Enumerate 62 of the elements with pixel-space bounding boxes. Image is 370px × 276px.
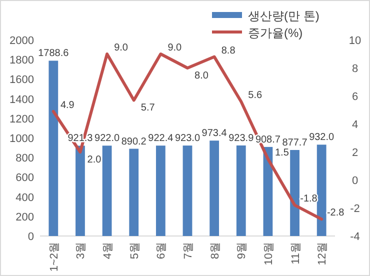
x-tick-label: 11월	[290, 242, 302, 264]
y2-tick-label: 8	[352, 63, 358, 75]
data-label: 8.0	[194, 70, 209, 82]
y2-tick-label: -4	[350, 231, 360, 243]
bar	[290, 150, 300, 236]
data-label: 922.0	[94, 133, 120, 144]
x-tick-label: 6월	[156, 242, 168, 260]
legend-label: 증가율(%)	[248, 26, 303, 40]
legend-label: 생산량(만 톤)	[248, 9, 320, 23]
bar	[76, 146, 85, 236]
data-label: 922.4	[148, 133, 174, 144]
y-tick-label: 800	[16, 152, 34, 165]
bar	[210, 140, 220, 236]
x-tick-label: 8월	[209, 242, 222, 260]
y-tick-label: 1200	[10, 113, 34, 126]
data-label: 5.6	[248, 90, 263, 102]
y2-tick-label: 4	[352, 119, 358, 131]
y-tick-label: 1800	[10, 54, 34, 67]
data-label: 1.5	[275, 148, 290, 158]
x-tick-label: 5월	[128, 242, 141, 260]
y-tick-label: 1000	[10, 133, 34, 145]
y-tick-label: 600	[16, 172, 34, 184]
bar	[102, 146, 112, 236]
bar	[156, 146, 166, 236]
bar	[182, 146, 192, 236]
data-label: 923.9	[228, 132, 254, 144]
data-label: 923.0	[174, 133, 200, 144]
y-tick-label: 2000	[10, 35, 34, 47]
data-label: 8.8	[221, 45, 236, 56]
y2-tick-label: -2	[350, 203, 360, 215]
x-tick-label: 3월	[75, 242, 88, 260]
data-label: 890.2	[121, 136, 147, 148]
x-tick-label: 10월	[262, 242, 275, 266]
y2-tick-label: 10	[348, 35, 362, 47]
bar	[48, 60, 58, 236]
data-label: 4.9	[60, 100, 75, 111]
y-tick-label: 0	[28, 231, 34, 243]
data-label: -1.8	[300, 194, 318, 205]
y-tick-label: 200	[16, 211, 34, 224]
data-label: 973.4	[202, 128, 228, 140]
data-label: 877.7	[282, 137, 308, 148]
data-label: 932.0	[309, 132, 335, 144]
data-label: 9.0	[114, 42, 128, 54]
data-label: 1788.6	[38, 48, 70, 60]
data-label: 9.0	[168, 42, 182, 54]
x-tick-label: 1~2월	[48, 242, 60, 272]
y2-tick-label: 6	[352, 91, 358, 103]
bar	[236, 145, 246, 236]
y-tick-label: 1600	[10, 74, 34, 86]
bar	[316, 144, 326, 236]
x-tick-label: 12월	[316, 242, 329, 266]
x-tick-label: 7월	[182, 242, 194, 260]
data-label: 2.0	[87, 154, 102, 166]
y-tick-label: 400	[16, 192, 34, 204]
data-label: 5.7	[140, 102, 156, 114]
y-tick-label: 1400	[10, 94, 34, 106]
x-tick-label: 4월	[102, 242, 114, 260]
data-label: -2.8	[326, 208, 345, 219]
y2-tick-label: 2	[352, 147, 358, 159]
y2-tick-label: 0	[352, 175, 358, 187]
x-tick-label: 9월	[236, 242, 248, 260]
bar	[129, 148, 139, 236]
